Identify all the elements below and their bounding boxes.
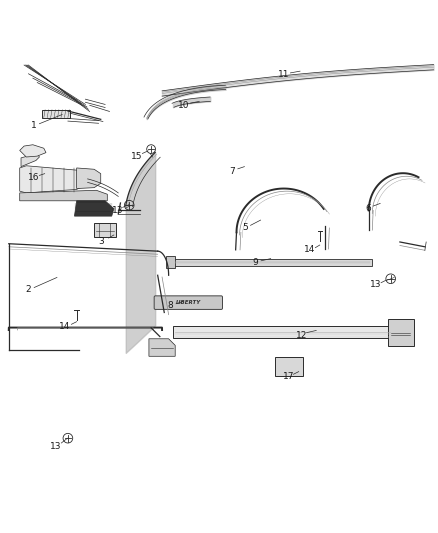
FancyBboxPatch shape: [173, 326, 392, 338]
Text: 12: 12: [296, 331, 307, 340]
FancyBboxPatch shape: [154, 296, 223, 310]
Text: 8: 8: [167, 302, 173, 310]
Text: 16: 16: [28, 173, 40, 182]
Text: 14: 14: [304, 245, 316, 254]
FancyBboxPatch shape: [388, 319, 414, 346]
Text: 3: 3: [99, 237, 105, 246]
FancyBboxPatch shape: [173, 259, 372, 265]
Text: 5: 5: [242, 223, 248, 232]
Text: 17: 17: [283, 373, 294, 382]
Polygon shape: [20, 166, 88, 193]
FancyBboxPatch shape: [94, 223, 116, 237]
Text: 15: 15: [131, 151, 142, 160]
Polygon shape: [74, 201, 114, 216]
Text: 11: 11: [278, 70, 290, 79]
FancyBboxPatch shape: [42, 110, 70, 118]
Text: 13: 13: [370, 280, 381, 289]
Text: 9: 9: [252, 259, 258, 268]
Polygon shape: [20, 145, 46, 157]
FancyBboxPatch shape: [166, 256, 175, 268]
FancyBboxPatch shape: [275, 357, 303, 376]
Polygon shape: [21, 154, 39, 167]
Polygon shape: [149, 339, 175, 356]
Text: 6: 6: [365, 204, 371, 213]
Text: 2: 2: [26, 285, 31, 294]
Text: 14: 14: [59, 322, 71, 332]
Text: 13: 13: [50, 441, 62, 450]
Polygon shape: [77, 168, 101, 189]
Text: 10: 10: [178, 101, 190, 110]
Text: 1: 1: [31, 121, 37, 130]
Text: 7: 7: [229, 166, 235, 175]
Text: 13: 13: [112, 206, 123, 215]
Text: LIBERTY: LIBERTY: [176, 300, 201, 305]
Polygon shape: [20, 190, 107, 201]
